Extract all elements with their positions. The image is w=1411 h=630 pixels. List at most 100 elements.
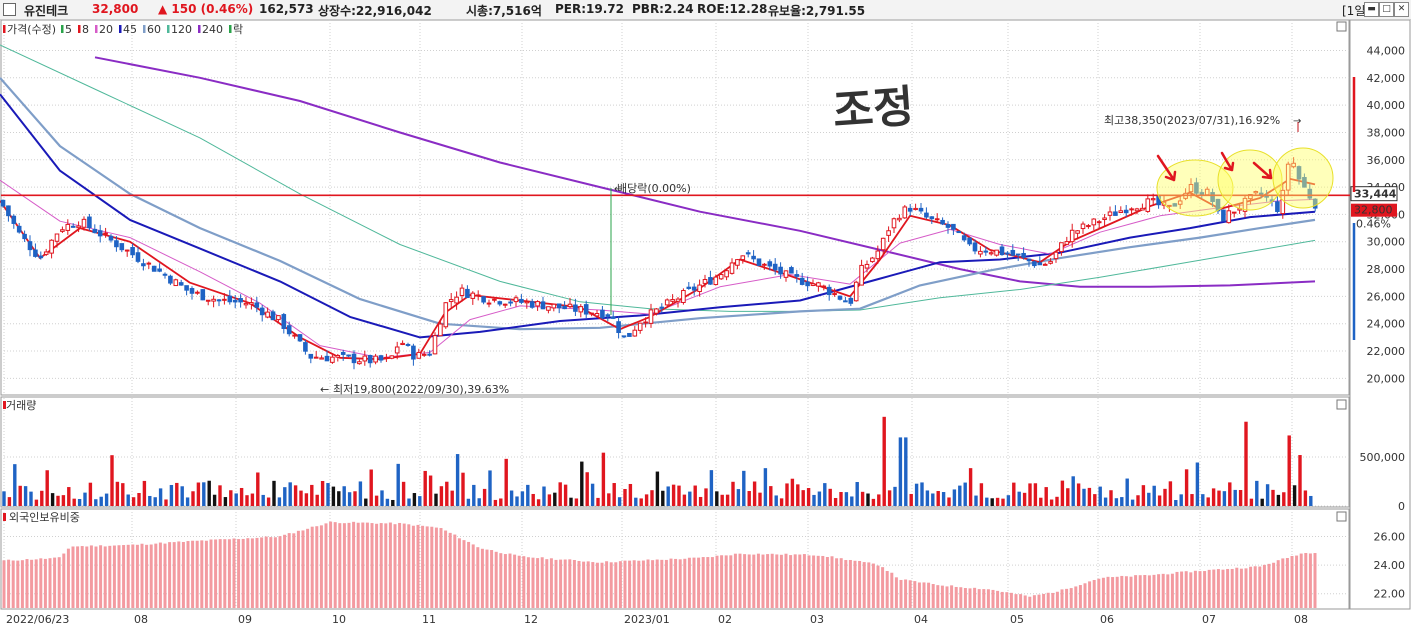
volume-bar <box>958 485 962 506</box>
foreign-bar <box>476 547 480 608</box>
maximize-icon[interactable]: □ <box>1379 2 1394 17</box>
foreign-bar <box>1193 570 1197 608</box>
candle-body <box>1086 225 1091 228</box>
foreign-bar <box>181 541 185 608</box>
volume-bar <box>947 497 951 506</box>
candle-body <box>988 252 994 255</box>
candle-body <box>886 230 891 236</box>
candle-body <box>1129 208 1134 211</box>
foreign-bar <box>1115 576 1119 608</box>
volume-bar <box>725 494 730 506</box>
volume-bar <box>218 485 222 506</box>
foreign-bar <box>812 555 816 608</box>
volume-bar <box>104 493 109 506</box>
legend-swatch <box>167 25 170 33</box>
volume-bar <box>607 493 611 506</box>
candle-body <box>1005 252 1010 255</box>
foreign-bar <box>1267 563 1271 608</box>
foreign-bar <box>821 555 825 608</box>
volume-bar <box>1287 435 1291 506</box>
candle-body <box>1275 201 1280 212</box>
volume-bar <box>272 480 276 506</box>
candle-body <box>222 298 227 301</box>
foreign-tick-label: 26.00 <box>1374 530 1406 543</box>
foreign-bar <box>996 590 1000 608</box>
foreign-bar <box>1060 589 1064 608</box>
foreign-bar <box>825 557 829 608</box>
volume-bar <box>655 471 660 506</box>
candle-body <box>556 303 562 309</box>
candle-body <box>562 305 567 310</box>
foreign-bar <box>756 553 760 608</box>
foreign-bar <box>1019 594 1023 608</box>
foreign-bar <box>209 539 213 608</box>
foreign-bar <box>158 542 162 608</box>
foreign-bar <box>1088 581 1092 608</box>
foreign-bar <box>66 548 70 608</box>
foreign-bar <box>1106 576 1110 608</box>
volume-bar <box>1163 488 1167 506</box>
candle-body <box>432 335 438 355</box>
foreign-bar <box>204 540 208 608</box>
candle-body <box>794 274 800 277</box>
foreign-bar <box>568 559 572 608</box>
foreign-bar <box>94 546 98 608</box>
candle-body <box>351 353 357 364</box>
foreign-bar <box>448 532 452 608</box>
candle-body <box>848 297 854 304</box>
volume-bar <box>1271 489 1275 506</box>
foreign-bar <box>43 558 47 608</box>
period-selector[interactable]: [1일] <box>1342 4 1371 18</box>
foreign-bar <box>315 526 319 608</box>
volume-bar <box>94 499 98 506</box>
y-axis-area <box>1349 20 1411 610</box>
candle-body <box>1096 221 1102 224</box>
volume-bar <box>936 491 940 506</box>
volume-bar <box>671 484 676 506</box>
volume-bar <box>779 498 784 506</box>
volume-bar <box>115 481 120 506</box>
volume-bar <box>288 482 292 506</box>
volume-bar <box>1303 490 1308 506</box>
price-panel[interactable] <box>0 20 1350 396</box>
foreign-bar <box>333 522 337 608</box>
foreign-bar <box>637 560 641 608</box>
volume-bar <box>1098 486 1102 506</box>
candle-body <box>961 235 967 241</box>
x-tick-label: 07 <box>1202 613 1216 626</box>
foreign-bar <box>296 530 300 608</box>
volume-bar <box>1033 483 1038 506</box>
foreign-bar <box>687 557 691 608</box>
close-icon[interactable]: ✕ <box>1394 2 1409 17</box>
foreign-bar <box>273 537 277 608</box>
candle-body <box>173 279 179 287</box>
checkbox[interactable] <box>3 3 16 16</box>
foreign-bar <box>554 559 558 608</box>
foreign-bar <box>1124 576 1128 608</box>
volume-bar <box>1044 487 1048 506</box>
volume-bar <box>418 496 422 506</box>
foreign-holding-bars <box>2 521 1317 608</box>
listed-shares: 상장수:22,916,042 <box>318 4 432 18</box>
foreign-bar <box>48 558 52 608</box>
candle-body <box>92 228 98 234</box>
volume-bar <box>428 475 433 506</box>
volume-panel-button[interactable] <box>1336 399 1347 410</box>
volume-bar <box>796 484 800 506</box>
price-panel-button[interactable] <box>1336 21 1347 32</box>
volume-bar <box>558 482 562 506</box>
foreign-bar <box>99 545 103 608</box>
candle-body <box>1258 192 1264 195</box>
candle-body <box>843 300 848 303</box>
foreign-panel-button[interactable] <box>1336 511 1347 522</box>
volume-bar <box>1292 485 1297 506</box>
candle-body <box>978 250 983 255</box>
volume-bar <box>423 470 427 506</box>
foreign-bar <box>80 546 84 608</box>
candle-body <box>43 251 49 255</box>
foreign-bar <box>149 544 153 608</box>
stock-chart[interactable]: 20,00022,00024,00026,00028,00030,00032,0… <box>0 20 1411 630</box>
current-price: 32,800 <box>92 2 139 16</box>
minimize-icon[interactable]: ▬ <box>1364 2 1379 17</box>
price-tick-label: 22,000 <box>1367 345 1406 358</box>
